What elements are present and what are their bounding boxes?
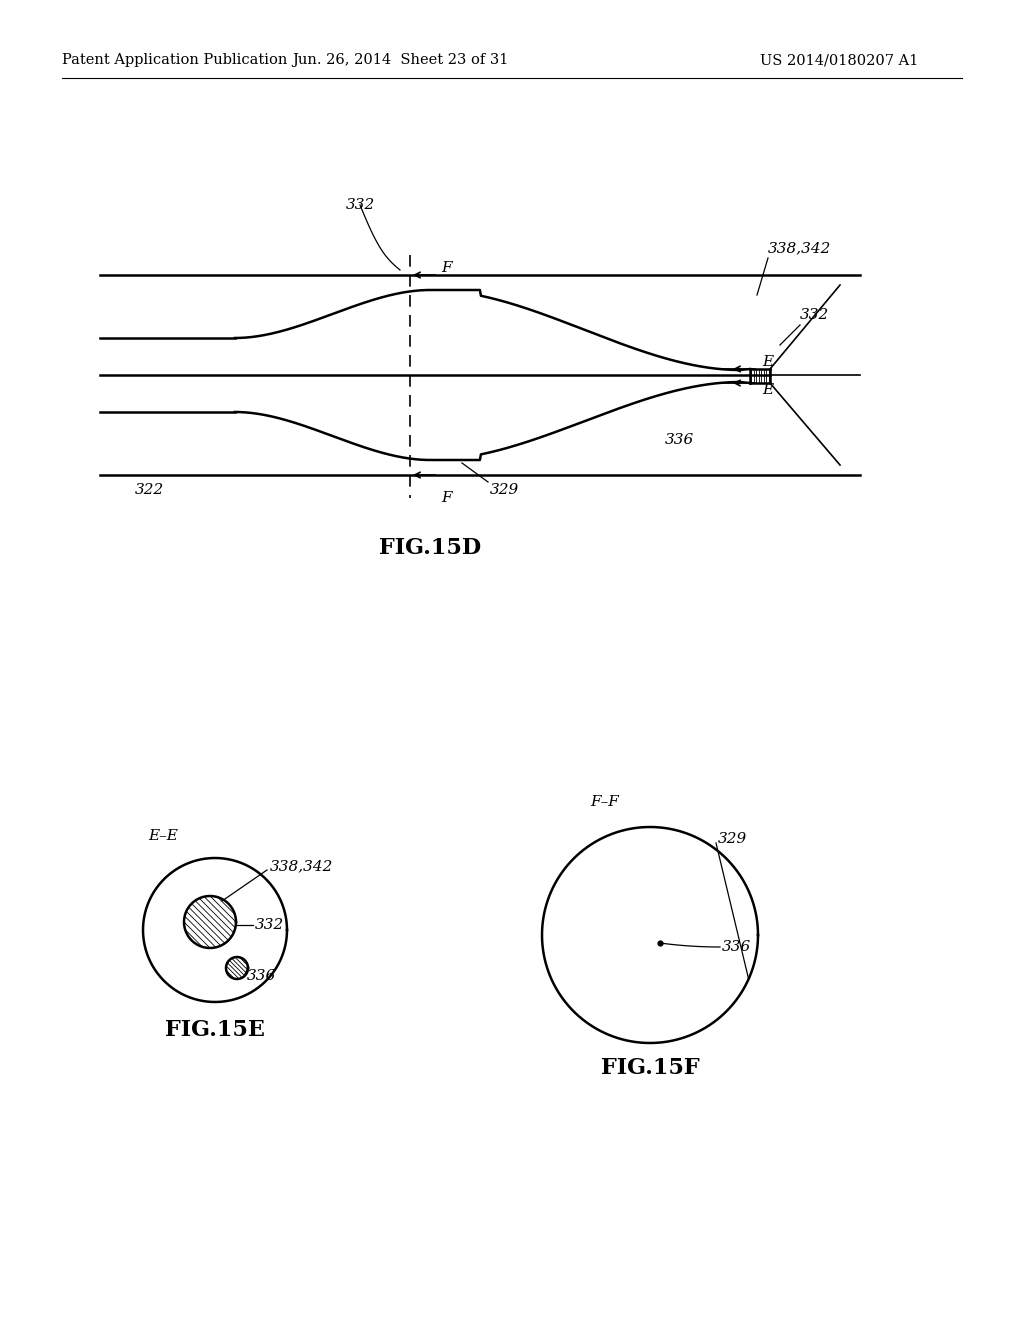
Text: 332: 332 [800,308,829,322]
Text: 336: 336 [247,969,276,983]
Text: 336: 336 [722,940,752,954]
Text: E: E [762,383,773,397]
Text: Patent Application Publication: Patent Application Publication [62,53,288,67]
Text: F: F [441,261,452,275]
Text: F–F: F–F [590,795,618,809]
Text: 329: 329 [718,832,748,846]
Text: 332: 332 [345,198,375,213]
Text: Jun. 26, 2014  Sheet 23 of 31: Jun. 26, 2014 Sheet 23 of 31 [292,53,508,67]
Text: FIG.15F: FIG.15F [601,1057,699,1078]
Text: US 2014/0180207 A1: US 2014/0180207 A1 [760,53,919,67]
Text: FIG.15E: FIG.15E [165,1019,265,1041]
Text: 336: 336 [665,433,694,447]
Text: E: E [762,355,773,370]
Text: 338,342: 338,342 [270,859,334,873]
Text: 338,342: 338,342 [768,242,831,255]
Text: 329: 329 [490,483,519,498]
Text: 322: 322 [135,483,164,498]
Text: 332: 332 [255,917,285,932]
Text: FIG.15D: FIG.15D [379,537,481,558]
Text: E–E: E–E [148,829,178,843]
Text: F: F [441,491,452,506]
